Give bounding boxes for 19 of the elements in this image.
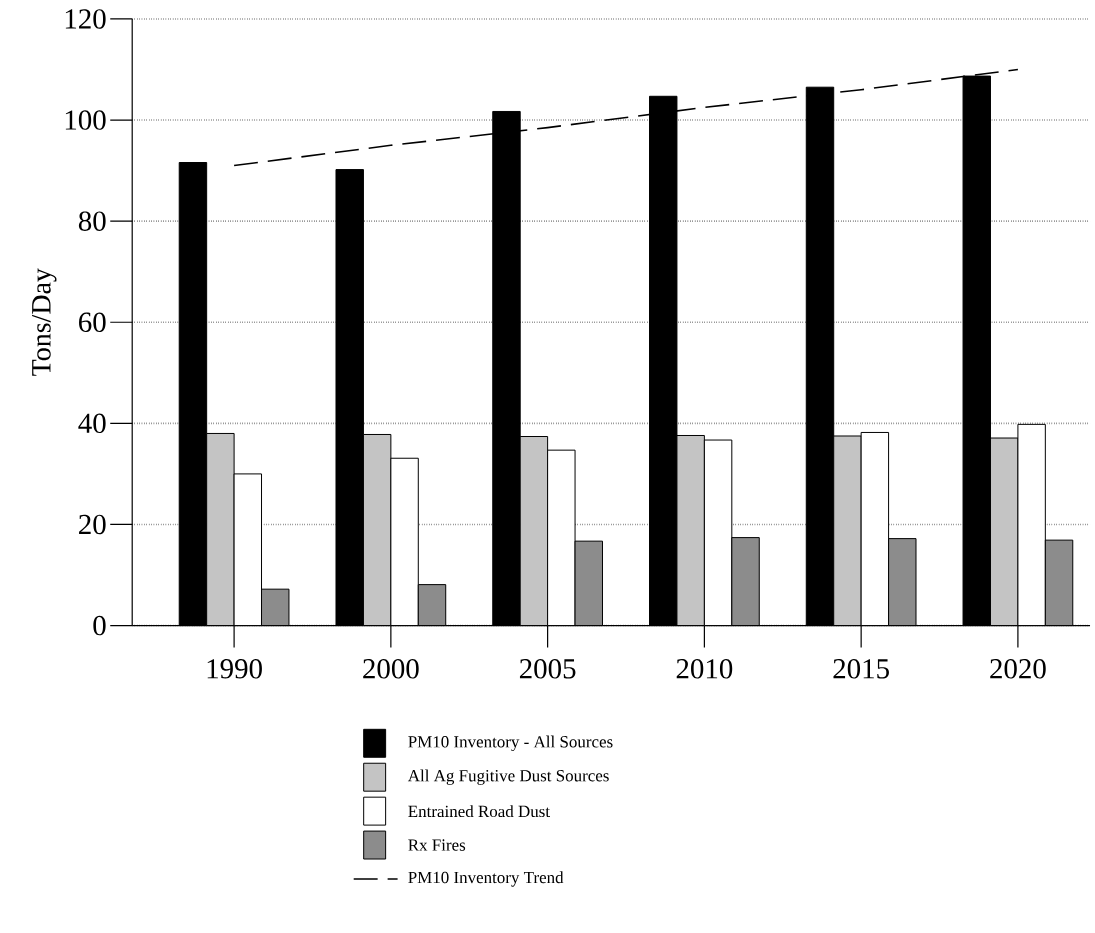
x-tick-label: 2010 xyxy=(676,659,733,679)
y-tick-label: 60 xyxy=(79,312,106,333)
y-tick-label: 80 xyxy=(78,211,106,231)
x-tick-label: 2015 xyxy=(833,659,889,679)
legend-label: Rx Fires xyxy=(408,839,466,851)
y-tick-label: 120 xyxy=(65,9,106,29)
x-tick-label: 2005 xyxy=(519,659,576,679)
y-tick-label: 20 xyxy=(79,514,106,535)
y-axis-title: Tons/Day xyxy=(32,268,57,376)
legend-label: All Ag Fugitive Dust Sources xyxy=(407,769,609,785)
y-tick-label: 100 xyxy=(65,110,106,130)
legend-label: PM10 Inventory - All Sources xyxy=(408,735,613,752)
y-tick-label: 40 xyxy=(78,413,106,434)
x-tick-label: 2020 xyxy=(990,659,1046,679)
legend-label: Entrained Road Dust xyxy=(408,805,550,818)
y-tick-label: 0 xyxy=(93,615,106,636)
x-tick-label: 1990 xyxy=(207,659,262,679)
x-tick-label: 2000 xyxy=(363,659,419,679)
legend-label: PM10 Inventory Trend xyxy=(408,871,564,887)
